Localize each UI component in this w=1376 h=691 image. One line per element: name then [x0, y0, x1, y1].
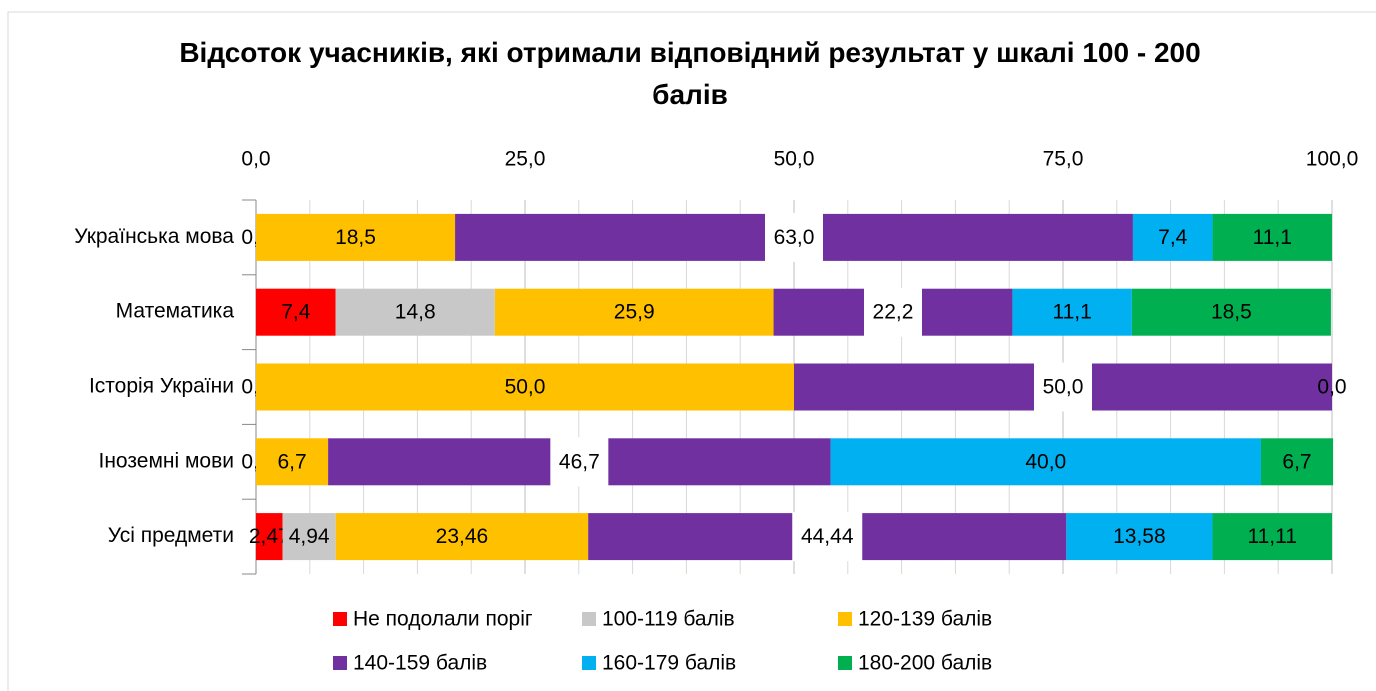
legend-label: 180-200 балів: [858, 652, 992, 675]
x-tick-label: 50,0: [774, 148, 815, 171]
bar-segment: [1066, 513, 1213, 561]
bar-segment: [256, 288, 336, 336]
data-label: 2,47: [249, 525, 290, 548]
data-label-bg: [550, 437, 609, 487]
data-label: 22,2: [873, 301, 914, 324]
legend-swatch: [582, 656, 596, 670]
chart-title: Відсоток учасників, які отримали відпові…: [179, 37, 1201, 110]
legend-swatch: [333, 656, 347, 670]
data-label: 18,5: [1211, 301, 1252, 324]
legend-swatch: [838, 656, 852, 670]
bar-segment: [1260, 438, 1334, 486]
data-label: 25,9: [614, 301, 655, 324]
data-label: 14,8: [395, 301, 436, 324]
data-label: 11,1: [1253, 226, 1292, 249]
data-label: 50,0: [1043, 376, 1084, 399]
legend-label: 100-119 балів: [602, 608, 735, 631]
bar-segment: [1131, 288, 1331, 336]
bar-segment: [256, 438, 329, 486]
data-label: 6,7: [1282, 450, 1311, 473]
legend-swatch: [582, 612, 596, 626]
data-label: 4,94: [289, 525, 330, 548]
data-label-bg: [1034, 362, 1092, 412]
data-label: 13,58: [1113, 525, 1166, 548]
data-label: 50,0: [505, 376, 546, 399]
chart-frame: [7, 11, 1376, 691]
bar-segment: [335, 513, 589, 561]
x-tick-label: 25,0: [505, 148, 546, 171]
bar-segment: [830, 438, 1261, 486]
x-tick-label: 75,0: [1043, 148, 1084, 171]
y-tick-label: Математика: [116, 300, 235, 323]
data-label: 6,7: [277, 450, 306, 473]
data-label-bg: [792, 512, 863, 562]
legend-label: 160-179 балів: [602, 652, 736, 675]
bar-segment: [1012, 288, 1132, 336]
legend-label: 120-139 балів: [858, 608, 992, 631]
bar-segment: [256, 513, 283, 561]
legend-label: Не подолали поріг: [353, 608, 533, 631]
data-label: 44,44: [801, 525, 854, 548]
data-label: 63,0: [774, 226, 815, 249]
y-tick-label: Усі предмети: [108, 524, 234, 547]
data-label-bg: [765, 212, 823, 262]
x-tick-label: 0,0: [241, 148, 270, 171]
data-label: 11,11: [1248, 525, 1297, 548]
legend-label: 140-159 балів: [353, 652, 487, 675]
data-label: 46,7: [559, 450, 600, 473]
y-tick-label: Історія України: [89, 375, 234, 398]
data-label-bg: [863, 287, 922, 337]
data-label: 0,0: [1317, 376, 1346, 399]
data-label: 11,1: [1052, 301, 1091, 324]
bar-segment: [256, 363, 794, 411]
x-tick-label: 100,0: [1306, 148, 1359, 171]
data-label: 23,46: [436, 525, 489, 548]
legend-swatch: [333, 612, 347, 626]
bar-segment: [256, 213, 456, 261]
data-label: 18,5: [335, 226, 376, 249]
data-label: 40,0: [1025, 450, 1066, 473]
bar-segment: [335, 288, 495, 336]
bar-segment: [1212, 513, 1332, 561]
data-label: 7,4: [1158, 226, 1188, 249]
bar-segment: [494, 288, 774, 336]
data-label: 7,4: [281, 301, 311, 324]
y-tick-label: Українська мова: [74, 225, 234, 248]
bar-segment: [1212, 213, 1332, 261]
y-tick-label: Іноземні мови: [99, 449, 235, 472]
legend-swatch: [838, 612, 852, 626]
bar-segment: [1132, 213, 1213, 261]
bar-segment: [282, 513, 336, 561]
